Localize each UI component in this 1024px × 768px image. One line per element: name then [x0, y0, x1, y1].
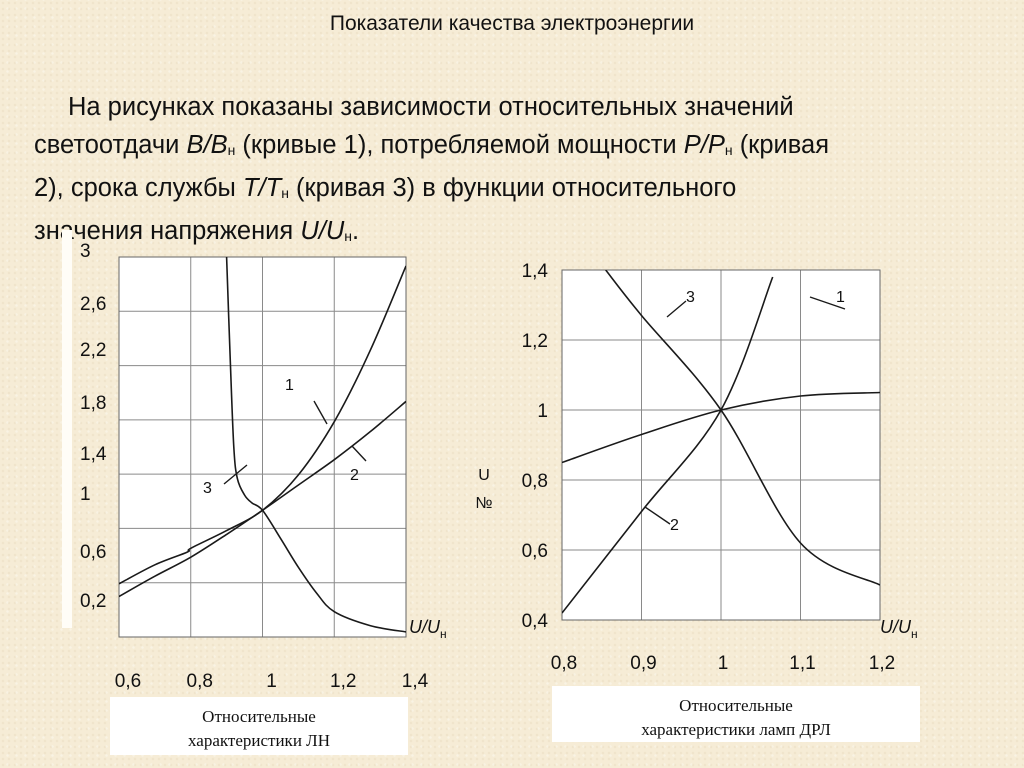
paragraph-segment: (кривая: [732, 131, 830, 159]
curve-label: 2: [670, 517, 679, 534]
series-line-3: [605, 270, 880, 586]
paragraph-segment: (кривые 1), потребляемой мощности: [235, 131, 684, 159]
y-axis-label: U: [478, 467, 490, 484]
series-line-2: [562, 276, 774, 614]
curve-label-leader: [809, 296, 846, 310]
series-group: [562, 270, 880, 614]
curve-label: 2: [350, 467, 359, 484]
paragraph-segment: светоотдачи: [34, 131, 187, 159]
y-tick-label: 2,6: [80, 294, 106, 315]
y-tick-label: 0,4: [522, 611, 549, 632]
paragraph-subscript: н: [724, 142, 733, 158]
x-tick-label: 0,6: [115, 671, 141, 692]
paragraph-subscript: н: [281, 185, 289, 201]
paragraph-segment: T/T: [242, 174, 282, 202]
caption-drl: Относительные характеристики ламп ДРЛ: [552, 686, 920, 742]
curve-label: 3: [686, 289, 695, 306]
curve-label-leader: [313, 400, 328, 425]
x-tick-label: 1: [266, 671, 277, 692]
x-tick-label: 1,2: [330, 671, 356, 692]
paragraph-segment: На рисунках показаны зависимости относит…: [68, 93, 794, 121]
plot-frame: [561, 269, 881, 621]
y-tick-label: 1: [537, 401, 548, 422]
x-tick-label: 0,9: [630, 653, 656, 674]
y-axis-label-extra: №: [475, 495, 492, 512]
paragraph-segment: 2), срока службы: [34, 174, 243, 202]
series-line-3: [225, 257, 406, 633]
curve-label: 1: [285, 377, 294, 394]
series-group: [119, 257, 406, 633]
y-tick-label: 1,2: [522, 331, 548, 352]
curve-label-leader: [223, 464, 248, 485]
x-axis-label-sub: н: [911, 627, 918, 641]
y-tick-label: 2,2: [80, 340, 106, 361]
x-tick-label: 1: [718, 653, 729, 674]
curve-label-leader: [666, 300, 687, 318]
y-tick-label: 1,8: [80, 393, 106, 414]
caption-drl-text: Относительные характеристики ламп ДРЛ: [641, 696, 831, 739]
y-tick-label: 1,4: [522, 261, 549, 282]
x-axis-label-sub: н: [440, 627, 447, 641]
paragraph-segment: значения напряжения: [34, 217, 301, 245]
x-axis-label: U/Uн: [880, 617, 918, 641]
paragraph-segment: (кривая 3) в функции относительного: [288, 174, 737, 202]
x-tick-label: 1,4: [402, 671, 429, 692]
curve-label-leader: [351, 445, 367, 462]
paragraph-segment: U/U: [300, 217, 345, 245]
paragraph-subscript: н: [344, 228, 352, 244]
y-tick-label: 1: [80, 484, 91, 505]
y-tick-label: 0,6: [80, 542, 106, 563]
slide-title: Показатели качества электроэнергии: [329, 12, 695, 35]
caption-ln-text: Относительные характеристики ЛН: [188, 707, 330, 750]
curve-label-leader: [644, 506, 671, 525]
curve-label: 3: [203, 480, 212, 497]
y-tick-label: 1,4: [80, 444, 107, 465]
y-tick-label: 0,6: [522, 541, 548, 562]
y-tick-label: 3: [80, 241, 91, 262]
x-tick-label: 1,1: [789, 653, 815, 674]
paragraph-segment: B/B: [186, 131, 228, 159]
y-tick-label: 0,2: [80, 591, 106, 612]
plot-frame: [118, 256, 407, 638]
x-tick-label: 0,8: [551, 653, 577, 674]
y-tick-label: 0,8: [522, 471, 548, 492]
x-axis-label: U/Uн: [409, 617, 447, 641]
paragraph-subscript: н: [227, 142, 236, 158]
caption-ln: Относительные характеристики ЛН: [110, 697, 408, 755]
decorative-strip: [62, 230, 72, 628]
x-axis-label-main: U/U: [880, 617, 912, 637]
curve-label: 1: [836, 289, 845, 306]
x-axis-label-main: U/U: [409, 617, 441, 637]
x-tick-label: 0,8: [187, 671, 213, 692]
paragraph-segment: P/P: [683, 131, 725, 159]
description-paragraph: На рисунках показаны зависимости относит…: [34, 88, 994, 255]
paragraph-segment: .: [351, 217, 360, 245]
x-tick-label: 1,2: [869, 653, 895, 674]
